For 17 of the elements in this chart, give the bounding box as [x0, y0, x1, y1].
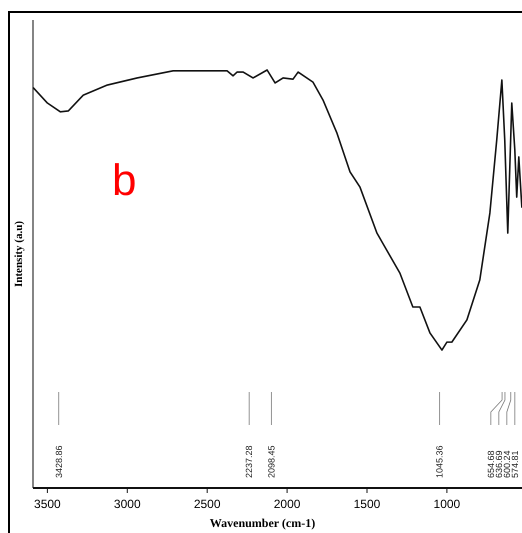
annotation: 574.81: [510, 450, 520, 478]
annotation: 636.69: [494, 450, 504, 478]
x-tick-label: 1500: [354, 497, 381, 511]
annotation: 3428.86: [54, 445, 64, 478]
x-tick-label: 2500: [194, 497, 221, 511]
y-axis-title: Intensity (a.u): [13, 220, 25, 288]
x-tick-label: 3000: [114, 497, 141, 511]
annotation: 2098.45: [266, 445, 276, 478]
x-tick-label: 2000: [274, 497, 301, 511]
annotation: 654.68: [486, 450, 496, 478]
annotation: b: [112, 156, 136, 205]
x-tick-label: 3500: [34, 497, 62, 511]
annotation: 1045.36: [434, 445, 445, 478]
annotation: 600.24: [502, 450, 512, 478]
x-axis-title: Wavenumber (cm-1): [210, 516, 316, 530]
annotation: 2237.28: [244, 445, 254, 478]
x-tick-label: 1000: [434, 497, 461, 511]
